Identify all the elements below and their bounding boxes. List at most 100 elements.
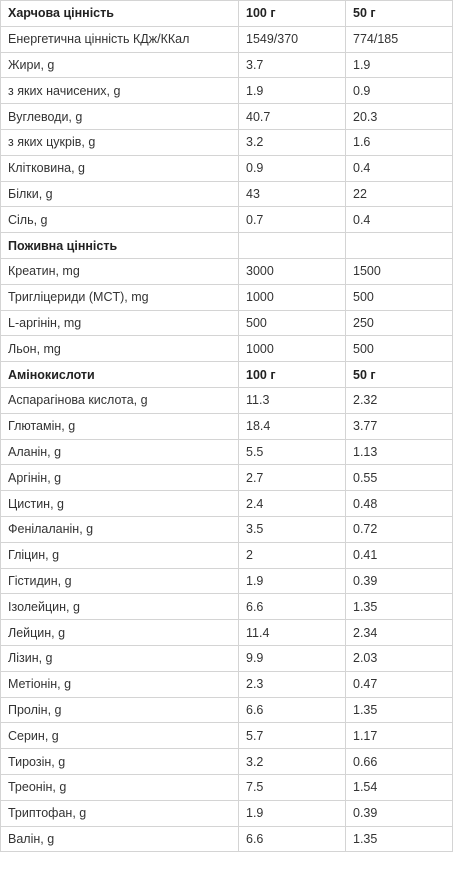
table-row: Треонін, g 7.5 1.54: [0, 773, 453, 801]
table-cell: Клітковина, g: [0, 154, 239, 182]
table-cell: 1.13: [345, 438, 453, 466]
table-row: Енергетична цінність КДж/ККал 1549/370 774…: [0, 25, 453, 53]
table-cell: 0.9: [345, 77, 453, 105]
table-body: Харчова цінність 100 г 50 г Енергетична цін…: [0, 0, 453, 853]
table-cell: Ізолейцин, g: [0, 593, 239, 621]
table-cell: 3.5: [238, 515, 346, 543]
table-cell: 0.66: [345, 748, 453, 775]
table-cell: 0.48: [345, 490, 453, 517]
table-cell: 2.03: [345, 644, 453, 672]
table-cell: 1500: [345, 257, 453, 285]
table-row: Гістидин, g 1.9 0.39: [0, 567, 453, 595]
table-row: з яких начисених, g 1.9 0.9: [0, 77, 453, 105]
table-cell: 0.55: [345, 464, 453, 492]
table-cell: Метіонін, g: [0, 670, 239, 698]
table-cell: 0.4: [345, 154, 453, 182]
table-row: Валін, g 6.6 1.35: [0, 825, 453, 853]
table-row: Фенілаланін, g 3.5 0.72: [0, 515, 453, 543]
table-cell: 3.2: [238, 748, 346, 775]
section-header-row: Поживна цінність: [0, 232, 453, 259]
table-cell: 0.4: [345, 206, 453, 234]
table-cell: 2.7: [238, 464, 346, 492]
table-row: Жири, g 3.7 1.9: [0, 51, 453, 79]
table-cell: Аланін, g: [0, 438, 239, 466]
table-cell: Вуглеводи, g: [0, 103, 239, 130]
table-cell: 3.77: [345, 412, 453, 440]
table-row: Клітковина, g 0.9 0.4: [0, 154, 453, 182]
table-cell: 3000: [238, 257, 346, 285]
table-row: Серин, g 5.7 1.17: [0, 722, 453, 750]
table-cell: Аспарагінова кислота, g: [0, 386, 239, 414]
table-cell: Триптофан, g: [0, 799, 239, 827]
table-row: Лейцин, g 11.4 2.34: [0, 619, 453, 646]
table-row: Метіонін, g 2.3 0.47: [0, 670, 453, 698]
table-cell: Лейцин, g: [0, 619, 239, 646]
header-cell: Харчова цінність: [0, 0, 239, 27]
table-cell: Фенілаланін, g: [0, 515, 239, 543]
nutrition-table: Харчова цінність 100 г 50 г Енергетична цін…: [0, 0, 453, 853]
table-cell: 22: [345, 180, 453, 208]
table-cell: 6.6: [238, 593, 346, 621]
table-cell: 1.54: [345, 773, 453, 801]
table-cell: Треонін, g: [0, 773, 239, 801]
table-row: Сіль, g 0.7 0.4: [0, 206, 453, 234]
table-cell: з яких цукрів, g: [0, 128, 239, 156]
table-cell: 0.41: [345, 541, 453, 569]
table-cell: 43: [238, 180, 346, 208]
table-cell: 0.7: [238, 206, 346, 234]
table-cell: 500: [345, 335, 453, 363]
header-cell: Амінокислоти: [0, 361, 239, 388]
table-cell: Сіль, g: [0, 206, 239, 234]
table-row: Триптофан, g 1.9 0.39: [0, 799, 453, 827]
table-cell: 1.35: [345, 593, 453, 621]
table-cell: 1.9: [345, 51, 453, 79]
table-cell: Тригліцериди (MCT), mg: [0, 283, 239, 311]
table-cell: 500: [238, 309, 346, 337]
table-row: Аргінін, g 2.7 0.55: [0, 464, 453, 492]
table-row: Креатин, mg 3000 1500: [0, 257, 453, 285]
table-cell: 20.3: [345, 103, 453, 130]
table-cell: L-аргінін, mg: [0, 309, 239, 337]
table-cell: 7.5: [238, 773, 346, 801]
header-cell: 50 г: [345, 0, 453, 27]
table-cell: 9.9: [238, 644, 346, 672]
table-cell: Тирозін, g: [0, 748, 239, 775]
table-row: Лізин, g 9.9 2.03: [0, 644, 453, 672]
table-cell: 2.4: [238, 490, 346, 517]
table-cell: 1.9: [238, 799, 346, 827]
table-row: Аспарагінова кислота, g 11.3 2.32: [0, 386, 453, 414]
table-cell: 1.17: [345, 722, 453, 750]
table-row: Вуглеводи, g 40.7 20.3: [0, 103, 453, 130]
header-cell: Поживна цінність: [0, 232, 239, 259]
table-cell: Гліцин, g: [0, 541, 239, 569]
header-cell: [238, 232, 346, 259]
header-cell: 100 г: [238, 0, 346, 27]
table-row: з яких цукрів, g 3.2 1.6: [0, 128, 453, 156]
table-cell: 1549/370: [238, 25, 346, 53]
table-cell: 1000: [238, 283, 346, 311]
table-cell: Гістидин, g: [0, 567, 239, 595]
table-cell: 500: [345, 283, 453, 311]
table-row: Білки, g 43 22: [0, 180, 453, 208]
section-header-row: Харчова цінність 100 г 50 г: [0, 0, 453, 27]
table-cell: 250: [345, 309, 453, 337]
table-cell: 2.3: [238, 670, 346, 698]
table-cell: Білки, g: [0, 180, 239, 208]
table-cell: 1.9: [238, 77, 346, 105]
table-row: Глютамін, g 18.4 3.77: [0, 412, 453, 440]
table-cell: 1.9: [238, 567, 346, 595]
table-cell: 2.34: [345, 619, 453, 646]
table-cell: Креатин, mg: [0, 257, 239, 285]
table-cell: 2: [238, 541, 346, 569]
table-cell: Валін, g: [0, 825, 239, 853]
table-row: L-аргінін, mg 500 250: [0, 309, 453, 337]
table-row: Льон, mg 1000 500: [0, 335, 453, 363]
table-cell: 0.47: [345, 670, 453, 698]
table-cell: 5.7: [238, 722, 346, 750]
table-row: Тирозін, g 3.2 0.66: [0, 748, 453, 775]
table-cell: Пролін, g: [0, 696, 239, 724]
table-cell: 774/185: [345, 25, 453, 53]
table-cell: 6.6: [238, 696, 346, 724]
table-cell: 0.9: [238, 154, 346, 182]
table-cell: 2.32: [345, 386, 453, 414]
